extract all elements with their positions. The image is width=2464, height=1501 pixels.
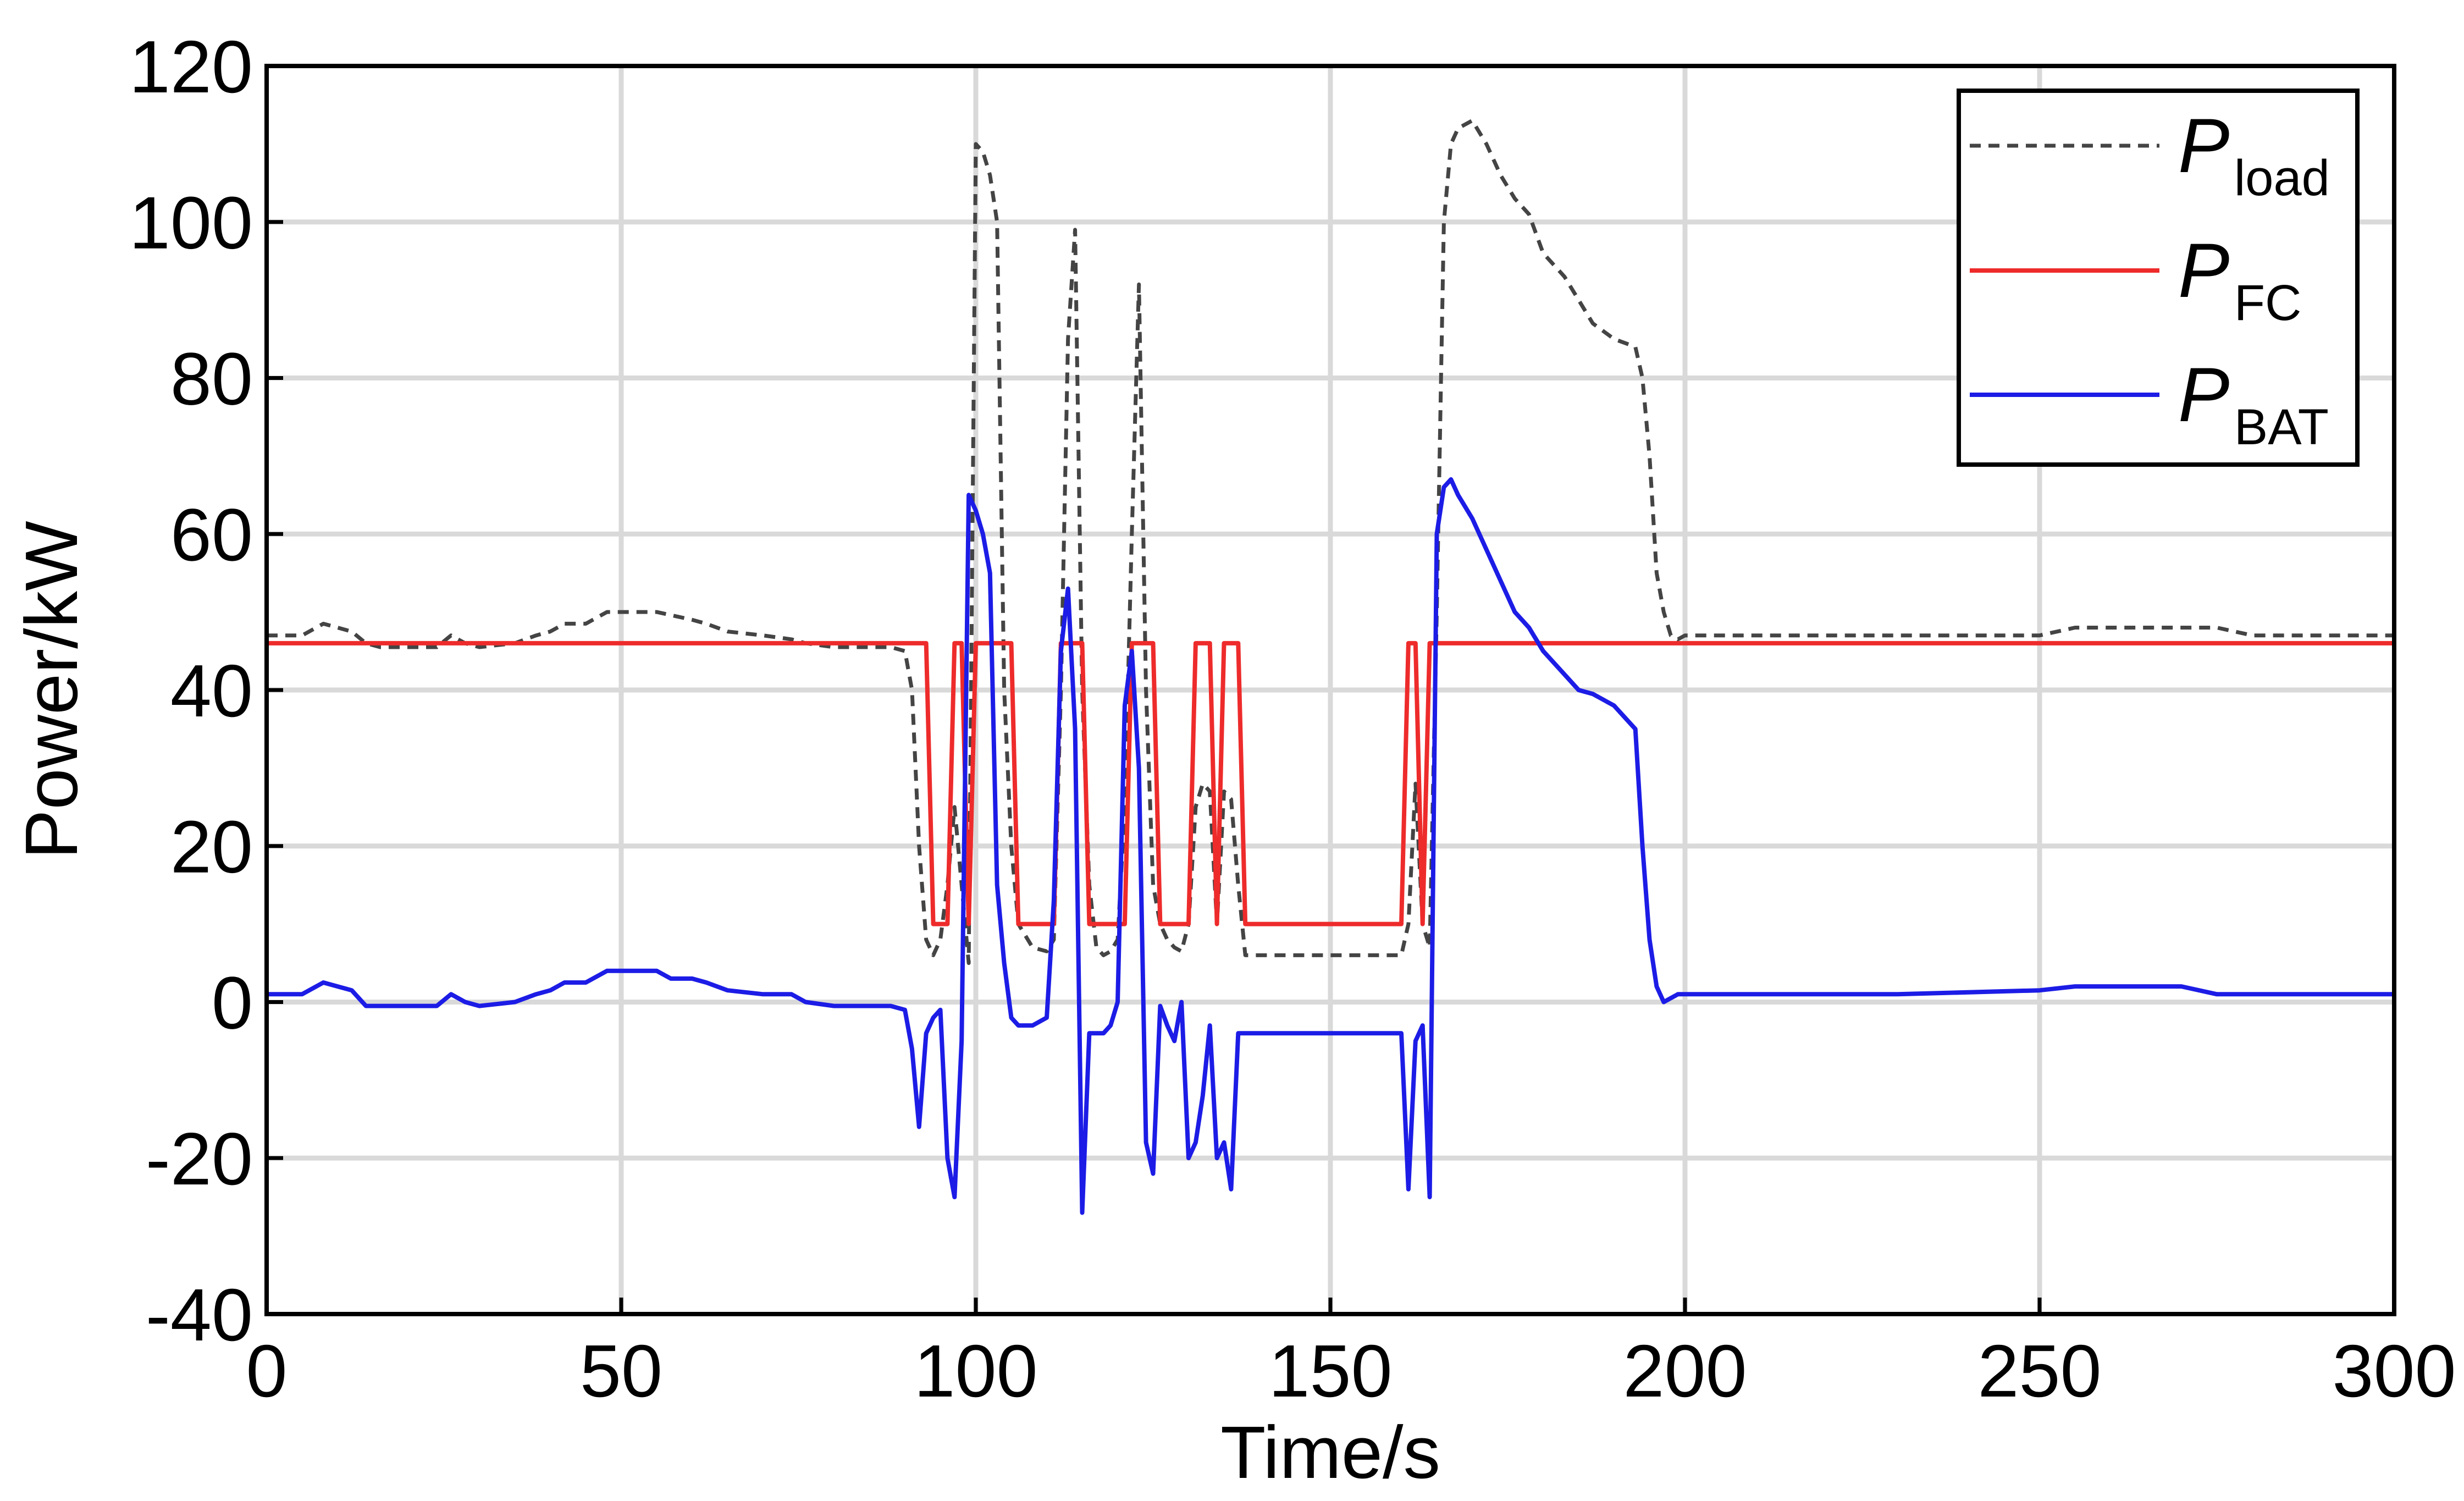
legend-label-fc: P FC: [2178, 227, 2301, 331]
y-tick-label-1: -20: [146, 1117, 253, 1200]
y-tick-label-5: 60: [170, 493, 253, 576]
legend-label-bat: P BAT: [2178, 351, 2329, 455]
x-tick-label-1: 50: [580, 1329, 662, 1412]
y-tick-label-8: 120: [129, 25, 253, 108]
y-tick-label-3: 20: [170, 805, 253, 889]
x-tick-label-0: 0: [246, 1329, 287, 1412]
x-tick-label-6: 300: [2332, 1329, 2456, 1412]
series-line-bat: [267, 477, 2394, 1215]
legend-label-load: P load: [2178, 102, 2330, 206]
series-line-fc: [267, 641, 2394, 926]
legend-label-bat-main: P: [2178, 351, 2229, 438]
series-line-load: [267, 118, 2394, 965]
y-tick-label-7: 100: [129, 181, 253, 264]
x-axis-title: Time/s: [1220, 1411, 1440, 1494]
legend-label-bat-sub: BAT: [2234, 399, 2329, 455]
y-tick-label-0: -40: [146, 1273, 253, 1356]
legend-label-fc-sub: FC: [2234, 275, 2302, 331]
x-tick-label-4: 200: [1623, 1329, 1747, 1412]
series-group: [267, 118, 2394, 1215]
axis-tick-labels: 0 50 100 150 200 250 300 -40 -20 0 20 40 60 80 100 120: [129, 25, 2456, 1412]
y-tick-label-4: 40: [170, 649, 253, 732]
legend: P load P FC P BAT: [1957, 89, 2360, 467]
axis-ticks: [264, 64, 2396, 1316]
y-tick-label-6: 80: [170, 338, 253, 421]
legend-label-fc-main: P: [2178, 227, 2229, 313]
x-tick-label-2: 100: [914, 1329, 1037, 1412]
x-tick-label-3: 150: [1268, 1329, 1392, 1412]
legend-box: [1957, 89, 2360, 467]
y-axis-title: Power/kW: [10, 521, 93, 859]
legend-label-load-sub: load: [2234, 150, 2330, 206]
legend-label-load-main: P: [2178, 102, 2229, 189]
x-tick-label-5: 250: [1977, 1329, 2101, 1412]
y-tick-label-2: 0: [212, 962, 253, 1045]
